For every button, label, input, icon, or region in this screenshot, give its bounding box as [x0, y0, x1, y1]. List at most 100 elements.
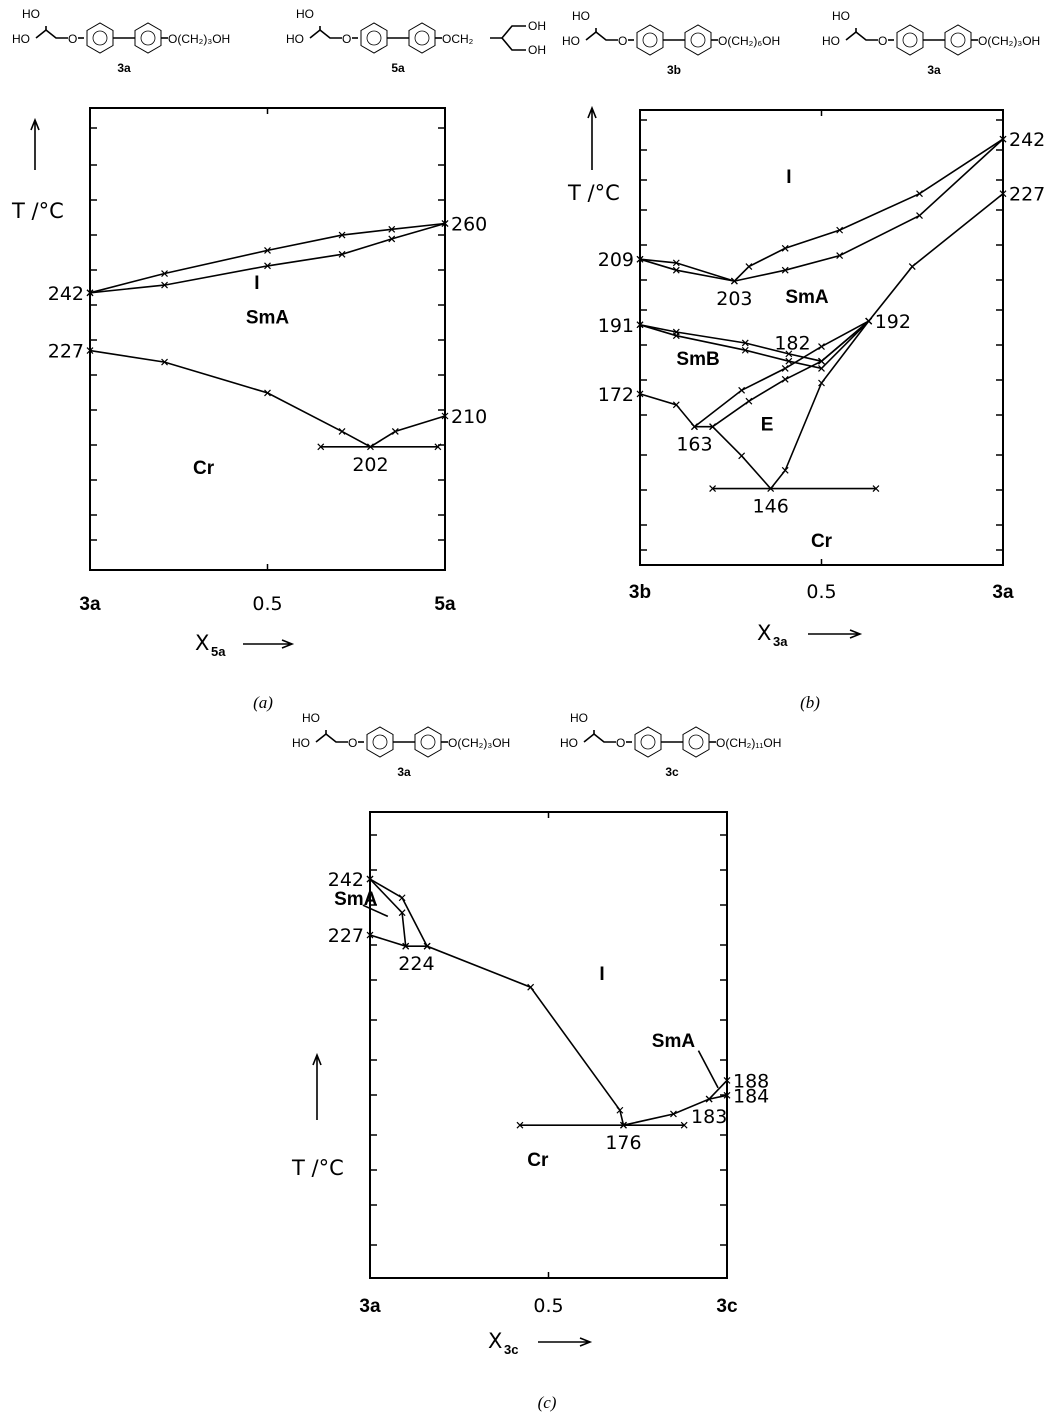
phase-label: SmA	[785, 287, 829, 308]
data-point-marker	[423, 942, 431, 950]
data-point-marker	[264, 247, 271, 254]
branch-bond	[490, 25, 526, 39]
phenyl-ring-icon	[360, 22, 388, 54]
data-point-marker	[672, 259, 680, 267]
x-axis-label: X	[195, 631, 209, 655]
glycerol-chain	[315, 732, 348, 743]
data-point-marker	[836, 252, 844, 260]
phase-boundary-line	[712, 193, 1004, 490]
phase-label: Cr	[193, 458, 215, 479]
temperature-label: 227	[1009, 184, 1045, 206]
panel-caption: (a)	[253, 693, 273, 712]
data-point-marker	[705, 1095, 713, 1103]
data-point-marker	[865, 317, 873, 325]
compound-label-ho: HO	[292, 736, 310, 750]
data-point-marker	[161, 281, 168, 289]
aromatic-circle-icon	[902, 32, 918, 48]
x-tick-label: 3a	[79, 594, 101, 615]
compound-label-ho: HO	[12, 32, 30, 46]
compound-tail: OCH₂	[442, 32, 474, 46]
x-tick-label: 0.5	[806, 581, 836, 603]
phase-label: SmA	[334, 889, 378, 910]
data-point-marker	[818, 357, 825, 365]
data-point-marker	[398, 909, 406, 917]
phase-boundary-line	[89, 222, 446, 294]
data-point-marker	[338, 250, 346, 258]
data-point-marker	[161, 358, 168, 366]
phenyl-ring-icon	[944, 24, 972, 56]
data-point-marker	[785, 350, 793, 358]
data-point-marker	[391, 427, 399, 435]
compound-id-3a: 3a	[927, 63, 941, 77]
compound-tail: O(CH₂)₃OH	[168, 32, 230, 46]
compound-structure-3b: HO HO O O(CH₂)₆OH 3b	[562, 9, 780, 77]
temperature-label: 260	[451, 214, 487, 236]
data-point-marker	[781, 244, 789, 252]
panel-caption: (b)	[800, 693, 820, 712]
data-point-marker	[730, 277, 738, 285]
compound-id-3a: 3a	[397, 765, 411, 779]
temperature-label: 176	[605, 1132, 641, 1154]
compound-label-ho: HO	[822, 34, 840, 48]
phenyl-ring-icon	[414, 726, 442, 758]
phenyl-ring-icon	[408, 22, 436, 54]
phenyl-ring-icon	[634, 726, 662, 758]
data-point-marker	[723, 1091, 731, 1099]
plot-frame	[639, 109, 1004, 566]
data-point-marker	[388, 225, 396, 233]
panel-caption: (c)	[538, 1393, 557, 1412]
data-point-marker	[781, 266, 789, 274]
compound-id-5a: 5a	[391, 61, 405, 75]
temperature-label: 146	[753, 496, 789, 518]
x-axis-arrow-icon	[243, 639, 295, 649]
temperature-label: 202	[352, 454, 388, 476]
compound-tail: O(CH₂)₃OH	[448, 736, 510, 750]
data-point-marker	[745, 397, 753, 405]
data-point-marker	[636, 321, 644, 329]
glycerol-chain	[309, 28, 342, 39]
data-point-marker	[338, 427, 346, 435]
phase-boundary-line	[639, 138, 1004, 282]
data-point-marker	[516, 1121, 524, 1129]
data-point-marker	[398, 894, 406, 902]
ether-oxygen: O	[616, 736, 625, 750]
x-tick-label: 3a	[992, 582, 1014, 603]
phase-boundary-line	[623, 1079, 728, 1126]
data-point-marker	[402, 942, 410, 950]
phase-label: I	[254, 273, 259, 294]
data-point-marker	[781, 375, 789, 383]
data-point-marker	[908, 263, 916, 270]
branch-oh: OH	[528, 43, 546, 57]
x-tick-label: 3b	[629, 582, 651, 603]
temperature-label: 209	[598, 249, 634, 271]
aromatic-circle-icon	[688, 734, 704, 750]
x-tick-label: 5a	[434, 594, 456, 615]
compound-structure-3a: HO HO O O(CH₂)₃OH 3a	[822, 9, 1040, 77]
plot-frame	[89, 107, 446, 571]
phase-label: SmB	[676, 349, 719, 370]
phenyl-ring-icon	[684, 24, 712, 56]
data-point-marker	[781, 466, 789, 474]
aromatic-circle-icon	[420, 734, 436, 750]
temperature-label: 182	[774, 333, 810, 355]
temperature-label: 203	[716, 288, 752, 310]
temperature-label: 188	[733, 1070, 769, 1092]
phenyl-ring-icon	[366, 726, 394, 758]
compound-structure-3a: HO HO O O(CH₂)₃OH 3a	[12, 7, 230, 75]
aromatic-circle-icon	[366, 30, 382, 46]
data-point-marker	[781, 365, 789, 372]
compound-label-ho: HO	[570, 711, 588, 725]
phase-label: I	[786, 167, 791, 188]
branch-bond	[501, 37, 526, 51]
phase-label: SmA	[246, 308, 290, 329]
phase-label: Cr	[527, 1150, 549, 1171]
glycerol-chain	[35, 28, 68, 39]
compound-structure-3a: HO HO O O(CH₂)₃OH 3a	[292, 711, 510, 779]
compound-label-ho: HO	[832, 9, 850, 23]
aromatic-circle-icon	[372, 734, 388, 750]
data-point-marker	[527, 983, 535, 991]
data-point-marker	[738, 452, 746, 460]
x-axis-label-sub: 3a	[773, 634, 788, 649]
compound-label-ho: HO	[572, 9, 590, 23]
